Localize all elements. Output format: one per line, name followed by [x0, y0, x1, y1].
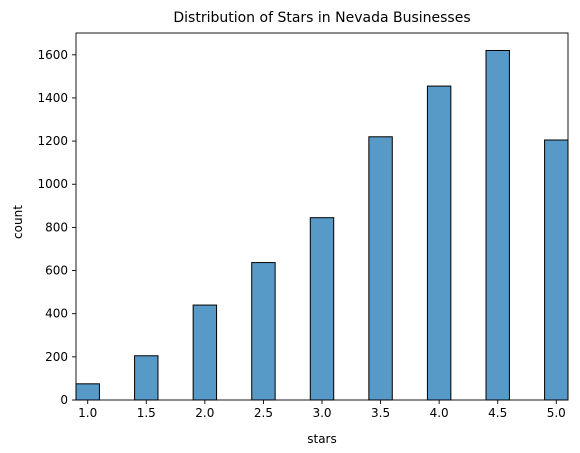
y-tick-label: 1200 — [37, 134, 68, 148]
bar-3.0 — [309, 217, 335, 401]
bar-3.5 — [368, 136, 393, 401]
bar-4.0 — [426, 85, 452, 401]
x-tick-label: 1.0 — [78, 406, 97, 420]
x-tick-label: 2.5 — [254, 406, 273, 420]
x-tick-label: 4.5 — [488, 406, 507, 420]
bars-layer — [75, 49, 569, 401]
x-axis-label: stars — [307, 432, 337, 446]
x-tick-label: 2.0 — [195, 406, 214, 420]
y-axis-label: count — [11, 205, 25, 239]
y-tick-label: 1600 — [37, 48, 68, 62]
x-tick-label: 3.5 — [371, 406, 390, 420]
x-tick-label: 3.0 — [312, 406, 331, 420]
y-tick-label: 1400 — [37, 91, 68, 105]
y-tick-label: 1000 — [37, 177, 68, 191]
y-tick-label: 0 — [60, 393, 68, 407]
bar-1.5 — [134, 355, 159, 401]
axes-layer: 1.0 1.5 2.0 2.5 3.0 3.5 4.0 4.5 5.0 0 200 400 600 800… — [37, 32, 569, 420]
chart-title: Distribution of Stars in Nevada Business… — [173, 10, 470, 26]
y-tick-label: 800 — [45, 220, 68, 234]
x-tick-label: 1.5 — [137, 406, 156, 420]
y-tick-label: 400 — [45, 307, 68, 321]
bar-1.0 — [75, 383, 100, 401]
x-tick-label: 5.0 — [547, 406, 566, 420]
bar-2.5 — [251, 262, 276, 401]
y-tick-label: 600 — [45, 264, 68, 278]
x-tick-label: 4.0 — [430, 406, 449, 420]
bar-4.5 — [485, 49, 510, 401]
bar-5.0 — [544, 139, 569, 401]
y-tick-label: 200 — [45, 350, 68, 364]
bar-2.0 — [192, 304, 218, 401]
